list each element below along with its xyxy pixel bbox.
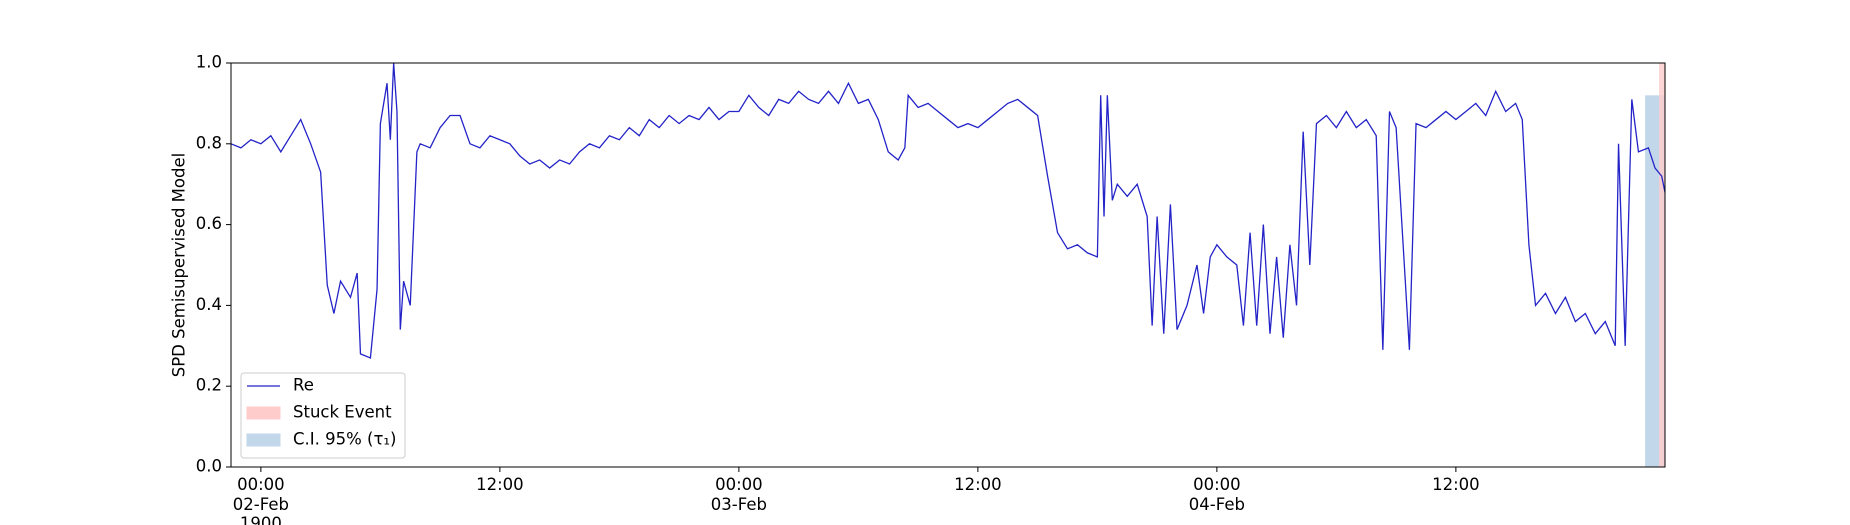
x-tick-label: 00:00 03-Feb — [710, 475, 767, 514]
y-tick-label: 0.4 — [196, 295, 222, 314]
y-tick-label: 0.0 — [196, 457, 222, 476]
legend-label: C.I. 95% (τ₁) — [293, 430, 396, 449]
legend-label: Re — [293, 376, 314, 395]
y-axis-label: SPD Semisupervised Model — [170, 153, 189, 377]
x-tick-label: 00:00 04-Feb — [1188, 475, 1245, 514]
stuck-event-band — [1659, 63, 1665, 467]
y-tick-label: 1.0 — [196, 53, 222, 72]
y-tick-label: 0.2 — [196, 376, 222, 395]
data-line — [230, 62, 1666, 359]
legend-swatch — [246, 433, 281, 447]
y-tick-label: 0.6 — [196, 214, 222, 233]
legend: Re Stuck Event C.I. 95% (τ₁) — [240, 372, 406, 459]
x-tick-label: 12:00 — [1432, 475, 1480, 494]
plot-frame — [230, 62, 1666, 468]
legend-swatch — [246, 406, 281, 420]
x-tick-label: 00:00 02-Feb 1900 — [232, 475, 289, 525]
x-tick-label: 12:00 — [954, 475, 1002, 494]
legend-label: Stuck Event — [293, 403, 392, 422]
x-tick-label: 12:00 — [476, 475, 524, 494]
legend-box — [240, 372, 406, 459]
y-tick-label: 0.8 — [196, 133, 222, 152]
